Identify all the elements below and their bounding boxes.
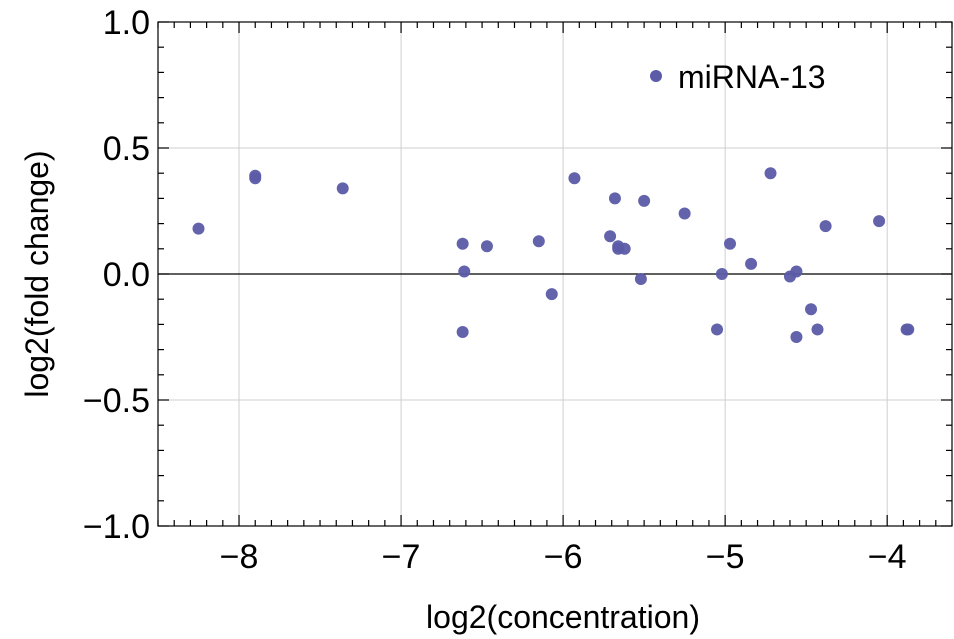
data-point <box>819 220 832 233</box>
data-point <box>618 242 631 255</box>
legend: miRNA-13 <box>650 59 826 95</box>
data-point <box>790 265 803 278</box>
data-point <box>764 167 777 180</box>
data-point <box>604 230 617 243</box>
tick-labels: −8 −7 −6 −5 −4 1.0 0.5 0.0 −0.5 −1.0 <box>83 4 907 576</box>
y-tick-label: −0.5 <box>83 382 150 420</box>
data-point <box>608 192 621 205</box>
data-point <box>873 215 886 228</box>
data-point <box>456 237 469 250</box>
x-axis-title: log2(concentration) <box>426 599 700 635</box>
data-point <box>192 222 205 235</box>
axis-ticks <box>157 21 953 527</box>
y-tick-label: 0.0 <box>103 256 150 294</box>
legend-label: miRNA-13 <box>678 59 826 95</box>
data-point <box>456 325 469 338</box>
legend-marker <box>650 70 662 82</box>
data-point <box>568 172 581 185</box>
data-points <box>192 167 915 343</box>
y-tick-label: −1.0 <box>83 508 150 546</box>
data-point <box>458 265 471 278</box>
y-tick-label: 1.0 <box>103 4 150 42</box>
data-point <box>724 237 737 250</box>
x-tick-label: −4 <box>868 538 907 576</box>
data-point <box>790 331 803 343</box>
data-point <box>711 323 724 336</box>
data-point <box>545 288 558 301</box>
data-point <box>634 273 647 286</box>
x-tick-label: −5 <box>706 538 745 576</box>
x-tick-label: −8 <box>220 538 259 576</box>
data-point <box>532 235 545 248</box>
data-point <box>902 323 915 336</box>
data-point <box>745 257 758 270</box>
data-point <box>336 182 349 195</box>
data-point <box>638 194 651 207</box>
data-point <box>805 303 818 316</box>
y-tick-label: 0.5 <box>103 130 150 168</box>
y-axis-title: log2(fold change) <box>19 150 55 397</box>
x-tick-label: −7 <box>382 538 421 576</box>
data-point <box>249 172 262 185</box>
data-point <box>480 240 493 253</box>
data-point <box>678 207 691 220</box>
data-point <box>811 323 824 336</box>
x-tick-label: −6 <box>544 538 583 576</box>
data-point <box>715 268 728 280</box>
